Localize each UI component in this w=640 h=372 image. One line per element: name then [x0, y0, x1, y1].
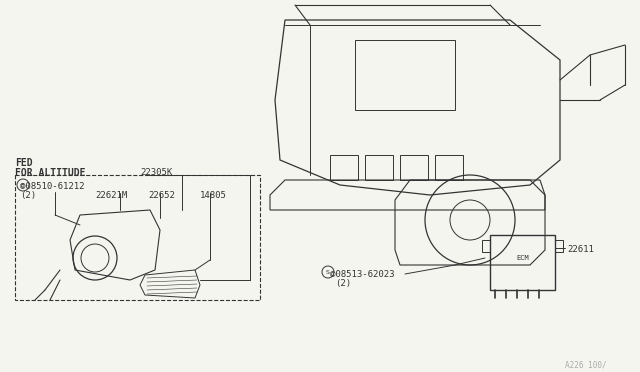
Text: 22305K: 22305K — [140, 168, 172, 177]
Bar — [490, 235, 555, 290]
Bar — [365, 155, 393, 180]
Text: (2): (2) — [20, 191, 36, 200]
Text: 14805: 14805 — [200, 191, 227, 200]
Bar — [355, 40, 455, 110]
Text: (2): (2) — [335, 279, 351, 288]
Text: S: S — [21, 183, 25, 187]
Text: FED: FED — [15, 158, 33, 168]
Text: 22621M: 22621M — [95, 191, 127, 200]
Bar — [15, 175, 260, 300]
Text: 22611: 22611 — [567, 245, 594, 254]
Bar — [400, 155, 428, 180]
Text: A226 100/: A226 100/ — [565, 360, 607, 369]
Bar — [482, 240, 490, 252]
Text: ©08513-62023: ©08513-62023 — [330, 270, 394, 279]
Text: ©08510-61212: ©08510-61212 — [20, 182, 84, 191]
Bar — [330, 155, 358, 180]
Text: FOR ALTITUDE: FOR ALTITUDE — [15, 168, 86, 178]
Text: ECM: ECM — [516, 254, 529, 260]
Bar — [435, 155, 463, 180]
Bar — [555, 240, 563, 252]
Text: S: S — [326, 269, 330, 275]
Text: 22652: 22652 — [148, 191, 175, 200]
